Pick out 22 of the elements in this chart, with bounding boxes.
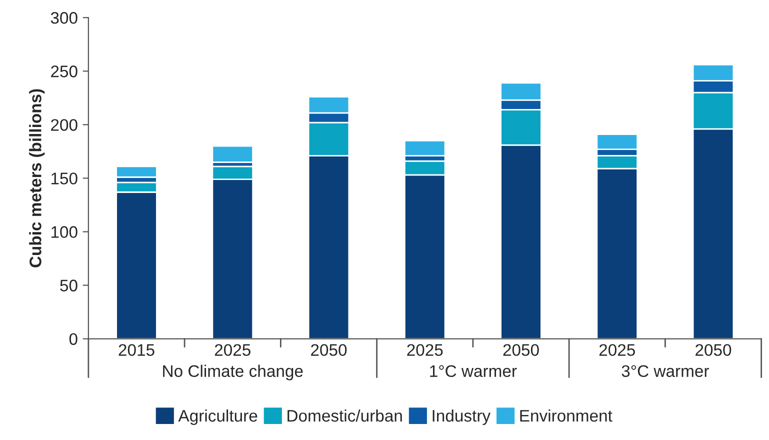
y-tick-label: 150	[51, 172, 78, 184]
legend-label: Environment	[520, 409, 612, 422]
text: 1°C warmer	[430, 365, 517, 377]
y-tick-label: 100	[51, 226, 78, 238]
x-tick-label: 2015	[118, 344, 154, 356]
y-tick-label: 200	[51, 119, 78, 131]
x-tick-label: 2050	[503, 344, 539, 356]
y-tick-label: 0	[69, 333, 78, 346]
y-tick-label: 300	[50, 12, 78, 24]
text: No Climate change	[163, 364, 303, 380]
x-tick-label: 2025	[214, 344, 250, 356]
legend-label: Domestic/urban	[288, 409, 402, 422]
x-tick-label: 2050	[696, 344, 732, 356]
text: 3°C warmer	[622, 365, 709, 377]
legend-label: Industry	[432, 409, 491, 425]
x-tick-label: 2025	[599, 344, 635, 356]
y-axis-title: Cubic meters (billions)	[29, 89, 45, 268]
x-tick-label: 2025	[407, 344, 443, 356]
x-tick-label: 2050	[311, 344, 347, 356]
y-tick-label: 50	[60, 280, 78, 292]
legend-label: Agriculture	[178, 409, 258, 425]
y-tick-label: 250	[51, 66, 78, 78]
